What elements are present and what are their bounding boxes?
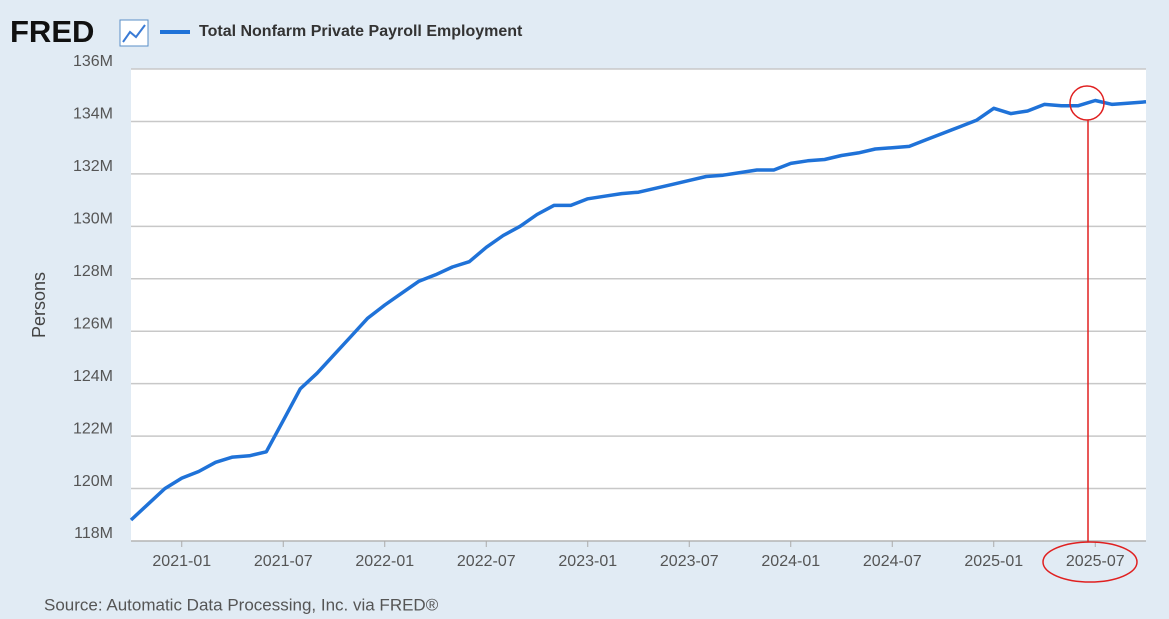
x-tick-label: 2023-01	[558, 553, 617, 570]
x-tick-label: 2025-07	[1066, 553, 1125, 570]
x-tick-label: 2025-01	[964, 553, 1023, 570]
y-tick-label: 128M	[73, 263, 113, 280]
plot: 118M 120M 122M 124M 126M 128M 130M 132M 134M 136M…	[73, 53, 1147, 570]
x-tick-label: 2021-01	[152, 553, 211, 570]
source: Source: Automatic Data Processing, Inc. …	[44, 595, 439, 614]
x-tick-label: 2022-01	[355, 553, 414, 570]
y-tick-label: 120M	[73, 473, 113, 490]
x-tick-label: 2023-07	[660, 553, 719, 570]
y-tick-label: 136M	[73, 53, 113, 70]
x-tick-label: 2022-07	[457, 553, 516, 570]
y-tick-label: 126M	[73, 315, 113, 332]
y-tick-label: 124M	[73, 368, 113, 385]
y-tick-label: 134M	[73, 106, 113, 123]
legend-label: Total Nonfarm Private Payroll Employment	[199, 23, 523, 40]
series-line	[129, 98, 1147, 522]
x-tick-label: 2021-07	[254, 553, 313, 570]
x-tick-label: 2024-07	[863, 553, 922, 570]
y-tick-label: 132M	[73, 158, 113, 175]
logo: FRED	[10, 14, 94, 49]
annotation	[1042, 85, 1138, 583]
y-tick-label: 118M	[74, 525, 113, 542]
logo-icon	[119, 19, 149, 47]
plot-area	[131, 69, 1146, 541]
y-axis-label: Persons	[29, 272, 49, 338]
y-tick-label: 122M	[73, 420, 113, 437]
y-tick-label: 130M	[73, 211, 113, 228]
x-tick-label: 2024-01	[761, 553, 820, 570]
